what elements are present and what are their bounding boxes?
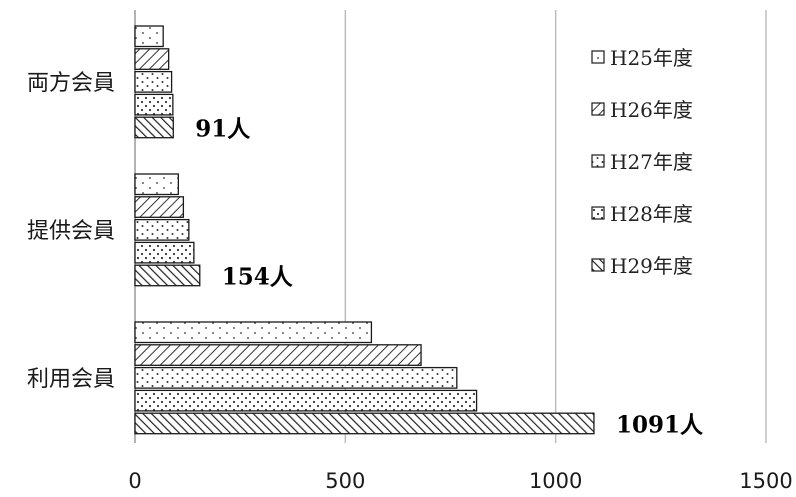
data-label: 1091人 — [616, 412, 704, 439]
bar — [134, 366, 458, 389]
bar — [134, 344, 422, 366]
legend-label: H29年度 — [610, 254, 693, 278]
bar — [134, 173, 179, 196]
x-tick-label: 500 — [325, 469, 365, 493]
bar — [134, 93, 174, 116]
bar — [134, 25, 164, 48]
legend-swatch — [591, 258, 605, 272]
legend-swatch — [591, 102, 605, 116]
category-label: 利用会員 — [27, 367, 115, 392]
bar — [134, 116, 174, 139]
legend-label: H28年度 — [610, 202, 693, 226]
legend-swatch — [591, 50, 605, 64]
category-label: 提供会員 — [27, 219, 115, 244]
category-label: 両方会員 — [27, 71, 115, 96]
legend-swatch — [591, 154, 605, 168]
bar — [134, 218, 190, 241]
bar — [134, 389, 478, 412]
bar — [134, 321, 373, 344]
legend-label: H25年度 — [610, 46, 693, 70]
bars — [134, 25, 595, 435]
bar — [134, 264, 201, 287]
legend: H25年度 H26年度 H27年度 H28年度 H29年度 — [591, 46, 693, 278]
legend-label: H27年度 — [610, 150, 693, 174]
bar — [134, 196, 185, 218]
x-tick-label: 1500 — [739, 469, 792, 493]
data-label: 91人 — [195, 116, 251, 143]
bar — [134, 48, 170, 70]
x-tick-label: 0 — [128, 469, 141, 493]
x-tick-label: 1000 — [529, 469, 582, 493]
bar — [134, 241, 195, 264]
bar — [134, 412, 595, 435]
data-label: 154人 — [222, 264, 294, 291]
legend-label: H26年度 — [610, 98, 693, 122]
bar — [134, 70, 173, 93]
legend-swatch — [591, 206, 605, 220]
